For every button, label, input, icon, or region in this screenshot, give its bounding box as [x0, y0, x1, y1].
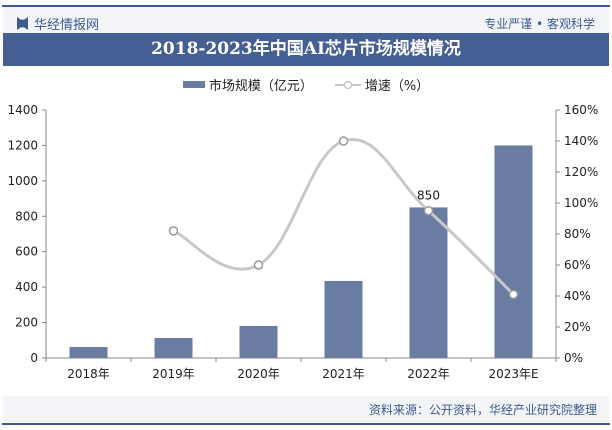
- right-tick-label: 20%: [564, 320, 591, 334]
- growth-line: [172, 138, 515, 296]
- left-tick-label: 1200: [7, 138, 38, 152]
- logo-text: 华经情报网: [34, 18, 100, 33]
- bar-2023年E: [494, 145, 533, 358]
- left-tick-label: 400: [15, 280, 38, 294]
- left-tick-label: 0: [30, 351, 38, 365]
- growth-point: [253, 260, 264, 270]
- growth-point: [508, 289, 519, 300]
- legend: 市场规模（亿元） 增速（%）: [0, 75, 612, 94]
- header: 华经情报网 专业严谨 • 客观科学: [3, 7, 609, 33]
- left-tick-label: 800: [15, 209, 38, 223]
- line-swatch-icon: [334, 80, 361, 89]
- right-tick-label: 40%: [564, 289, 591, 303]
- bar-2022年: [409, 207, 448, 358]
- data-label: 850: [417, 188, 440, 202]
- x-tick-label: 2020年: [237, 367, 280, 381]
- top-border: [2, 5, 610, 7]
- slogan: 专业严谨 • 客观科学: [484, 17, 595, 31]
- bar-2021年: [324, 280, 363, 358]
- bar-2019年: [154, 337, 193, 358]
- left-tick-label: 1400: [7, 103, 38, 117]
- bottom-border: [2, 423, 610, 425]
- growth-point: [168, 226, 179, 236]
- x-tick-label: 2021年: [322, 367, 365, 381]
- x-tick-label: 2019年: [152, 367, 195, 381]
- right-tick-label: 0%: [564, 351, 583, 365]
- left-tick-label: 1000: [7, 174, 38, 188]
- x-tick-label: 2023年E: [488, 367, 538, 381]
- legend-label: 市场规模（亿元）: [208, 79, 313, 94]
- legend-label: 增速（%）: [364, 79, 430, 94]
- x-tick-label: 2018年: [67, 367, 110, 381]
- right-tick-label: 100%: [564, 196, 598, 210]
- bar-swatch-icon: [182, 81, 205, 88]
- right-tick-label: 60%: [564, 258, 591, 272]
- bar-2020年: [239, 325, 278, 358]
- right-tick-label: 120%: [564, 165, 598, 179]
- logo-icon: [17, 17, 28, 30]
- left-tick-label: 200: [15, 316, 38, 330]
- legend-item-line[interactable]: 增速（%）: [334, 75, 430, 94]
- left-tick-label: 600: [15, 245, 38, 259]
- right-tick-label: 80%: [564, 227, 591, 241]
- bar-2018年: [69, 347, 108, 358]
- legend-item-bar[interactable]: 市场规模（亿元）: [182, 75, 313, 94]
- source-note: 资料来源：公开资料，华经产业研究院整理: [368, 403, 597, 417]
- footer: 资料来源：公开资料，华经产业研究院整理: [3, 396, 609, 422]
- x-tick-label: 2022年: [407, 367, 450, 381]
- right-tick-label: 160%: [564, 103, 598, 117]
- right-tick-label: 140%: [564, 134, 598, 148]
- growth-point: [338, 136, 349, 146]
- logo: 华经情报网: [17, 14, 99, 33]
- chart-title: 2018-2023年中国AI芯片市场规模情况: [3, 33, 609, 66]
- growth-point: [423, 206, 434, 216]
